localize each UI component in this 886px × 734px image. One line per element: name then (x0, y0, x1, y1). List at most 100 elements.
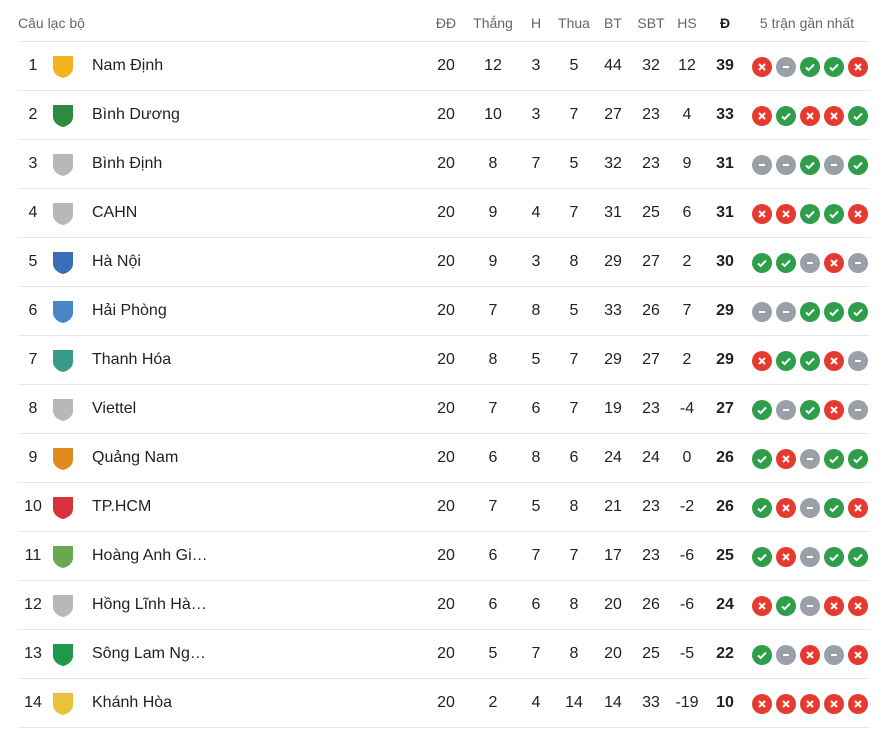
table-row[interactable]: 11 Hoàng Anh Gi… 20 6 7 7 17 23 -6 25 (18, 532, 870, 581)
form-result-win[interactable] (800, 351, 820, 371)
form-result-draw[interactable] (800, 449, 820, 469)
form-result-draw[interactable] (776, 400, 796, 420)
form-result-draw[interactable] (776, 645, 796, 665)
form-result-win[interactable] (752, 400, 772, 420)
form-result-win[interactable] (800, 302, 820, 322)
form-result-win[interactable] (824, 547, 844, 567)
form-result-loss[interactable] (752, 106, 772, 126)
table-row[interactable]: 9 Quảng Nam 20 6 8 6 24 24 0 26 (18, 434, 870, 483)
form-result-loss[interactable] (824, 351, 844, 371)
form-result-win[interactable] (824, 498, 844, 518)
form-result-loss[interactable] (800, 645, 820, 665)
form-result-win[interactable] (752, 645, 772, 665)
form-result-draw[interactable] (848, 351, 868, 371)
form-result-win[interactable] (752, 253, 772, 273)
form-result-loss[interactable] (824, 106, 844, 126)
table-row[interactable]: 12 Hồng Lĩnh Hà… 20 6 6 8 20 26 -6 24 (18, 581, 870, 630)
form-result-loss[interactable] (824, 694, 844, 714)
club-name[interactable]: Bình Dương (92, 106, 180, 123)
form-result-loss[interactable] (848, 596, 868, 616)
form-result-win[interactable] (776, 253, 796, 273)
form-result-win[interactable] (848, 547, 868, 567)
table-row[interactable]: 14 Khánh Hòa 20 2 4 14 14 33 -19 10 (18, 679, 870, 728)
form-result-loss[interactable] (824, 596, 844, 616)
lost-value: 8 (569, 645, 579, 662)
form-result-win[interactable] (752, 547, 772, 567)
form-result-draw[interactable] (800, 596, 820, 616)
form-result-loss[interactable] (752, 596, 772, 616)
club-name[interactable]: Bình Định (92, 155, 163, 172)
form-result-win[interactable] (800, 155, 820, 175)
form-result-win[interactable] (752, 498, 772, 518)
club-name[interactable]: Nam Định (92, 57, 164, 74)
form-result-loss[interactable] (776, 694, 796, 714)
table-row[interactable]: 2 Bình Dương 20 10 3 7 27 23 4 33 (18, 91, 870, 140)
form-result-draw[interactable] (776, 155, 796, 175)
form-result-draw[interactable] (800, 253, 820, 273)
form-result-loss[interactable] (848, 694, 868, 714)
table-row[interactable]: 6 Hải Phòng 20 7 8 5 33 26 7 29 (18, 287, 870, 336)
form-result-loss[interactable] (776, 204, 796, 224)
pts-value: 22 (716, 645, 734, 662)
form-result-loss[interactable] (752, 57, 772, 77)
form-result-loss[interactable] (848, 204, 868, 224)
club-name[interactable]: Thanh Hóa (92, 351, 172, 368)
form-result-draw[interactable] (848, 400, 868, 420)
form-result-draw[interactable] (824, 155, 844, 175)
form-result-win[interactable] (848, 106, 868, 126)
club-name[interactable]: Khánh Hòa (92, 694, 173, 711)
form-result-draw[interactable] (776, 57, 796, 77)
form-result-draw[interactable] (800, 547, 820, 567)
form-result-loss[interactable] (800, 106, 820, 126)
form-result-loss[interactable] (848, 498, 868, 518)
form-result-draw[interactable] (752, 155, 772, 175)
form-result-loss[interactable] (752, 204, 772, 224)
table-row[interactable]: 13 Sông Lam Ng… 20 5 7 8 20 25 -5 22 (18, 630, 870, 679)
form-result-win[interactable] (776, 106, 796, 126)
form-result-win[interactable] (848, 449, 868, 469)
club-name[interactable]: TP.HCM (92, 498, 152, 515)
form-result-win[interactable] (800, 204, 820, 224)
form-result-loss[interactable] (848, 57, 868, 77)
form-result-draw[interactable] (800, 498, 820, 518)
club-name[interactable]: Quảng Nam (92, 449, 179, 466)
form-result-loss[interactable] (776, 547, 796, 567)
form-result-win[interactable] (848, 302, 868, 322)
form-result-loss[interactable] (776, 498, 796, 518)
club-name[interactable]: Viettel (92, 400, 137, 417)
table-row[interactable]: 1 Nam Định 20 12 3 5 44 32 12 39 (18, 42, 870, 91)
table-row[interactable]: 4 CAHN 20 9 4 7 31 25 6 31 (18, 189, 870, 238)
form-result-draw[interactable] (752, 302, 772, 322)
table-row[interactable]: 8 Viettel 20 7 6 7 19 23 -4 27 (18, 385, 870, 434)
form-result-loss[interactable] (752, 351, 772, 371)
club-name[interactable]: CAHN (92, 204, 138, 221)
table-row[interactable]: 10 TP.HCM 20 7 5 8 21 23 -2 26 (18, 483, 870, 532)
table-row[interactable]: 7 Thanh Hóa 20 8 5 7 29 27 2 29 (18, 336, 870, 385)
form-result-win[interactable] (800, 57, 820, 77)
form-result-win[interactable] (800, 400, 820, 420)
club-name[interactable]: Hải Phòng (92, 302, 167, 319)
form-result-win[interactable] (776, 596, 796, 616)
club-name[interactable]: Sông Lam Ng… (92, 645, 206, 662)
table-row[interactable]: 3 Bình Định 20 8 7 5 32 23 9 31 (18, 140, 870, 189)
form-result-loss[interactable] (848, 645, 868, 665)
club-name[interactable]: Hà Nội (92, 253, 141, 270)
form-result-win[interactable] (824, 302, 844, 322)
form-result-win[interactable] (824, 57, 844, 77)
club-name[interactable]: Hồng Lĩnh Hà… (92, 596, 207, 613)
form-result-win[interactable] (824, 449, 844, 469)
form-result-draw[interactable] (776, 302, 796, 322)
table-row[interactable]: 5 Hà Nội 20 9 3 8 29 27 2 30 (18, 238, 870, 287)
form-result-loss[interactable] (776, 449, 796, 469)
form-result-win[interactable] (752, 449, 772, 469)
form-result-loss[interactable] (824, 253, 844, 273)
form-result-loss[interactable] (752, 694, 772, 714)
form-result-draw[interactable] (824, 645, 844, 665)
form-result-win[interactable] (848, 155, 868, 175)
form-result-win[interactable] (776, 351, 796, 371)
club-name[interactable]: Hoàng Anh Gi… (92, 547, 208, 564)
form-result-loss[interactable] (824, 400, 844, 420)
form-result-loss[interactable] (800, 694, 820, 714)
form-result-draw[interactable] (848, 253, 868, 273)
form-result-win[interactable] (824, 204, 844, 224)
